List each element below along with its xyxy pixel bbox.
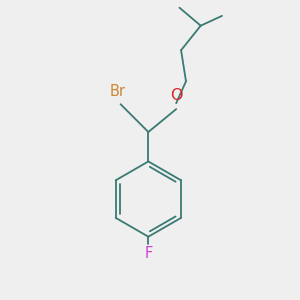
Text: Br: Br xyxy=(110,84,126,99)
Text: F: F xyxy=(144,245,152,260)
Text: O: O xyxy=(170,88,182,103)
